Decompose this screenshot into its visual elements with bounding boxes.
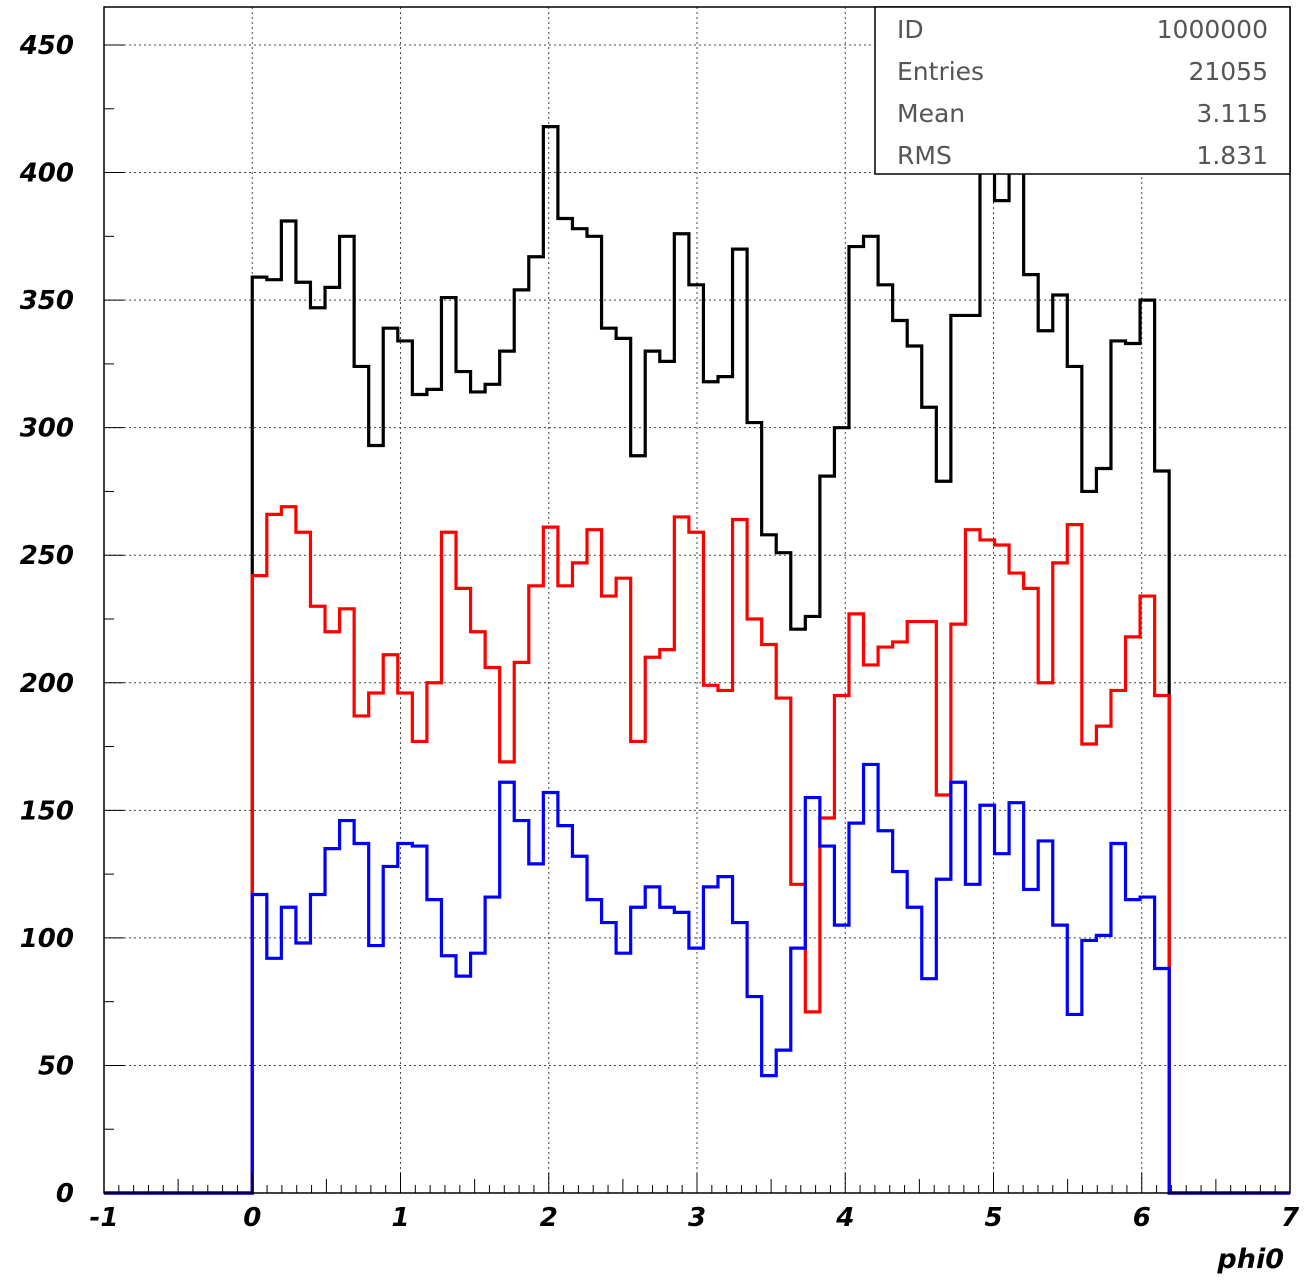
series-line-3 (104, 762, 1290, 1195)
stats-box-frame (874, 6, 1291, 175)
stats-label: Entries (897, 57, 984, 86)
series-line-1 (104, 125, 1290, 1195)
y-tick-label: 300 (20, 414, 74, 444)
x-tick-label: 4 (835, 1203, 854, 1233)
x-tick-label: -1 (90, 1203, 119, 1233)
tick-marks (103, 44, 1291, 1194)
x-tick-label: 6 (1133, 1203, 1151, 1233)
stats-value: 3.115 (1196, 99, 1268, 128)
x-tick-label: 0 (243, 1203, 261, 1233)
x-tick-label: 7 (1281, 1203, 1300, 1233)
stats-label: ID (897, 15, 924, 44)
plot-background (104, 7, 1290, 1193)
x-tick-label: 3 (688, 1203, 706, 1233)
stats-value: 1.831 (1196, 141, 1268, 170)
x-tick-label: 2 (540, 1203, 558, 1233)
stats-value: 1000000 (1157, 15, 1268, 44)
y-tick-label: 350 (20, 286, 74, 316)
x-tick-label: 5 (984, 1203, 1002, 1233)
x-axis-title: phi0 (1216, 1244, 1284, 1275)
y-tick-label: 450 (19, 31, 74, 61)
histogram-series (104, 125, 1290, 1195)
y-tick-label: 400 (19, 159, 74, 189)
x-tick-label: 1 (391, 1203, 409, 1233)
stats-label: RMS (897, 141, 952, 170)
y-tick-label: 200 (20, 669, 74, 699)
y-tick-labels: 0 50 100 150 200 250 300 350 400 450 (19, 31, 74, 1209)
y-tick-label: 150 (20, 796, 74, 826)
y-tick-label: 50 (38, 1051, 74, 1081)
stats-box: ID 1000000 Entries 21055 Mean 3.115 RMS 1.831 (874, 6, 1291, 175)
stats-value: 21055 (1188, 57, 1268, 86)
y-tick-label: 100 (20, 924, 74, 954)
stats-label: Mean (897, 99, 965, 128)
y-tick-label: 250 (20, 541, 74, 571)
x-tick-labels: -1 0 1 2 3 4 5 6 7 (90, 1203, 1300, 1233)
series-line-2 (104, 505, 1290, 1195)
y-tick-label: 0 (56, 1179, 74, 1209)
